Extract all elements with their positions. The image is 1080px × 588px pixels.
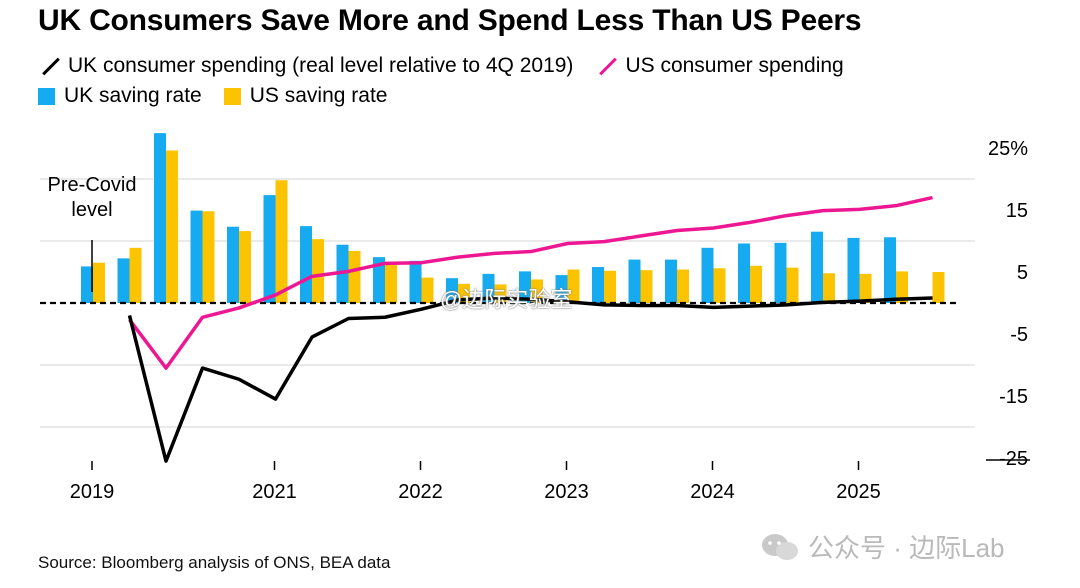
us-saving-bar: [275, 180, 288, 303]
uk-saving-bar: [373, 257, 385, 303]
watermark-overlay: @边际实验室: [440, 287, 573, 312]
legend-row-bars: UK saving rate US saving rate: [38, 84, 409, 108]
uk-saving-bar: [884, 237, 896, 303]
us-saving-bar: [531, 279, 543, 303]
legend-row-lines: UK consumer spending (real level relativ…: [38, 54, 866, 78]
y-tick-label: -25: [999, 448, 1028, 470]
x-tick-label: 2019: [70, 481, 115, 503]
uk-saving-bar: [409, 260, 422, 303]
y-tick-label: -15: [999, 386, 1028, 408]
us-saving-bar: [896, 271, 908, 303]
uk-spending-line: [127, 296, 933, 463]
uk-saving-bar: [555, 275, 568, 303]
pre-covid-label: Pre-Covid: [48, 174, 137, 196]
y-tick-label: 25%: [988, 138, 1028, 160]
uk-saving-bar: [154, 133, 166, 303]
legend-uk-spending-label: UK consumer spending (real level relativ…: [68, 54, 574, 77]
us-saving-bar: [604, 270, 616, 303]
us-saving-bar: [640, 270, 653, 303]
legend-uk-saving-swatch: [38, 87, 55, 105]
x-tick-label: 2023: [544, 481, 589, 503]
wechat-icon: [762, 533, 798, 560]
uk-saving-bar: [847, 237, 860, 303]
legend-us-spending: US consumer spending: [595, 54, 843, 78]
us-saving-bar: [93, 262, 105, 303]
us-saving-bar: [713, 268, 726, 303]
uk-saving-bar: [263, 195, 276, 303]
uk-saving-bar: [738, 243, 750, 303]
us-saving-bar: [567, 269, 580, 303]
x-tick-label: 2025: [836, 481, 881, 503]
legend-us-saving-swatch: [223, 87, 241, 105]
watermark-text: 公众号 · 边际Lab: [808, 533, 1005, 563]
us-saving-bar: [166, 150, 178, 303]
us-spending-line: [128, 195, 933, 370]
uk-saving-bar: [227, 226, 239, 303]
us-saving-bar: [129, 247, 142, 303]
uk-saving-bar: [665, 259, 677, 303]
x-tick-label: 2022: [398, 481, 443, 503]
us-saving-bar: [859, 273, 872, 303]
legend-uk-spending: UK consumer spending (real level relativ…: [38, 54, 573, 78]
us-saving-bar: [823, 273, 835, 303]
us-saving-bar: [421, 277, 434, 303]
us-saving-bar: [202, 211, 215, 303]
uk-saving-bar: [446, 278, 458, 303]
legend-us-spending-label: US consumer spending: [625, 54, 844, 77]
us-saving-bar: [348, 250, 361, 303]
uk-saving-bar: [592, 267, 604, 303]
pre-covid-label: level: [71, 199, 112, 221]
watermark: 公众号 · 边际Lab: [760, 528, 1005, 565]
legend-uk-saving-label: UK saving rate: [64, 84, 202, 107]
us-saving-bar: [932, 272, 945, 303]
us-saving-bar: [677, 269, 689, 303]
us-saving-bar: [385, 262, 397, 303]
uk-saving-bar: [774, 242, 787, 303]
uk-saving-bar: [519, 271, 531, 303]
y-tick-label: 15: [1006, 200, 1028, 222]
y-tick-label: -5: [1010, 324, 1028, 346]
uk-saving-bar: [628, 259, 641, 303]
x-tick-label: 2024: [690, 481, 735, 503]
uk-saving-bar: [701, 247, 714, 303]
source-note: Source: Bloomberg analysis of ONS, BEA d…: [38, 553, 391, 572]
uk-saving-bar: [190, 210, 203, 303]
us-saving-bar: [239, 231, 251, 303]
y-tick-label: 5: [1017, 262, 1028, 284]
x-tick-label: 2021: [252, 481, 297, 503]
uk-saving-bar: [300, 226, 312, 303]
uk-saving-bar: [482, 273, 495, 303]
us-saving-bar: [786, 267, 799, 303]
us-saving-bar: [750, 265, 762, 303]
uk-saving-bar: [81, 266, 93, 303]
chart-title: UK Consumers Save More and Spend Less Th…: [38, 4, 862, 37]
legend-uk-saving: UK saving rate: [38, 84, 202, 108]
us-saving-bar: [312, 239, 324, 303]
uk-saving-bar: [117, 258, 130, 303]
legend-us-saving: US saving rate: [223, 84, 388, 108]
uk-saving-bar: [811, 231, 823, 303]
legend-us-saving-label: US saving rate: [249, 84, 388, 107]
